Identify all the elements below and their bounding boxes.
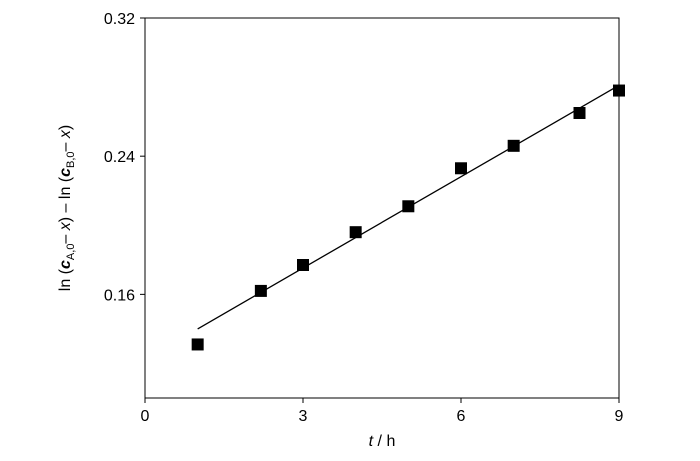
data-point bbox=[297, 259, 309, 271]
y-label-part: ) bbox=[57, 125, 74, 130]
data-point bbox=[402, 200, 415, 213]
y-label-part: c bbox=[57, 168, 74, 177]
x-label-part: / h bbox=[373, 433, 395, 450]
y-tick-label: 0.16 bbox=[104, 287, 135, 304]
y-label-part: c bbox=[57, 260, 74, 269]
data-point bbox=[191, 338, 204, 351]
y-label-part: ln ( bbox=[57, 268, 74, 291]
y-label-part: B,0 bbox=[65, 151, 77, 168]
x-tick-label: 9 bbox=[615, 408, 624, 425]
y-label-part: – bbox=[57, 230, 74, 243]
plot-frame bbox=[144, 17, 620, 399]
y-axis-label: ln (cA,0– x) – ln (cB,0– x) bbox=[57, 125, 77, 291]
data-point bbox=[507, 139, 520, 152]
data-point bbox=[254, 284, 267, 297]
x-tick-label: 3 bbox=[299, 408, 308, 425]
y-label-part: x bbox=[57, 221, 74, 231]
data-point bbox=[573, 107, 586, 119]
data-point bbox=[613, 84, 625, 97]
x-label-part: t bbox=[369, 433, 374, 450]
x-axis-label: t / h bbox=[369, 433, 396, 450]
x-tick-label: 0 bbox=[141, 408, 150, 425]
y-label-part: x bbox=[57, 129, 74, 139]
data-point bbox=[349, 226, 362, 239]
data-point bbox=[455, 162, 467, 175]
y-tick-label: 0.32 bbox=[104, 11, 135, 28]
y-label-part: A,0 bbox=[65, 244, 77, 261]
x-tick-label: 6 bbox=[457, 408, 466, 425]
y-label-part: – bbox=[57, 138, 74, 151]
y-tick-label: 0.24 bbox=[104, 149, 135, 166]
y-label-part: ) – ln ( bbox=[57, 176, 74, 222]
